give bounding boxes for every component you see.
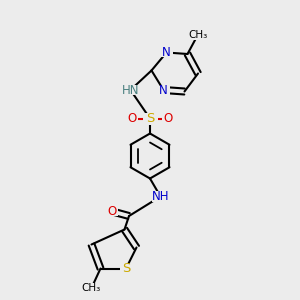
FancyBboxPatch shape [158,85,169,94]
Text: N: N [162,46,171,59]
Text: CH₃: CH₃ [188,29,208,40]
Text: S: S [146,112,154,125]
Text: O: O [128,112,136,125]
FancyBboxPatch shape [142,112,158,124]
Text: HN: HN [122,83,139,97]
FancyBboxPatch shape [106,207,119,216]
FancyBboxPatch shape [83,283,100,293]
FancyBboxPatch shape [190,29,206,40]
FancyBboxPatch shape [120,264,132,273]
Text: NH: NH [152,190,169,203]
Text: O: O [108,205,117,218]
FancyBboxPatch shape [126,114,138,123]
Text: N: N [159,83,168,97]
Text: O: O [164,112,172,125]
Text: CH₃: CH₃ [82,283,101,293]
FancyBboxPatch shape [152,191,169,202]
FancyBboxPatch shape [160,48,172,57]
Text: S: S [122,262,130,275]
FancyBboxPatch shape [162,114,174,123]
FancyBboxPatch shape [123,85,138,95]
